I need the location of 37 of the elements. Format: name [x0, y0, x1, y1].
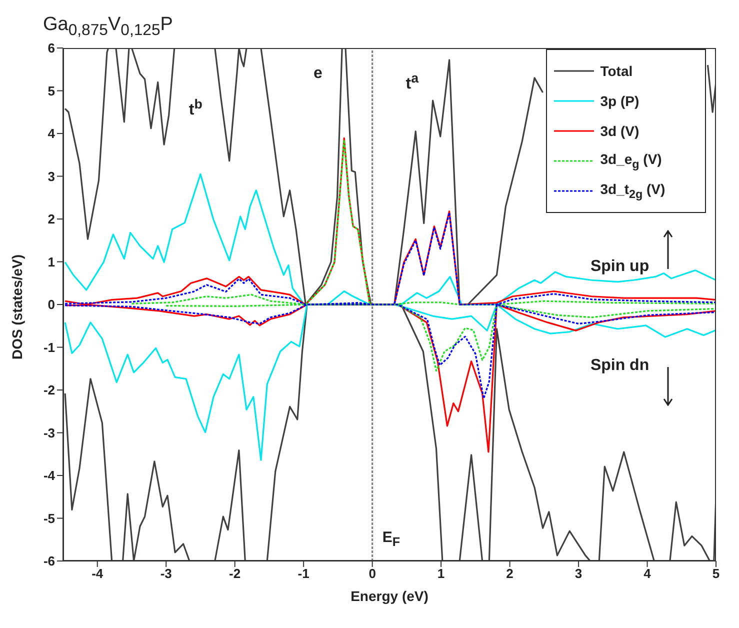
- x-tick-label: 0: [368, 566, 376, 582]
- annotation: t$^{a}$: [406, 70, 419, 94]
- legend-label: 3p (P): [600, 93, 640, 109]
- x-tick-label: -3: [160, 566, 172, 582]
- annotation: Spin up: [590, 258, 650, 276]
- x-tick-label: -4: [92, 566, 104, 582]
- x-tick-label: 3: [574, 566, 582, 582]
- annotation: Spin dn: [590, 357, 650, 376]
- y-tick-label: 5: [48, 83, 55, 98]
- y-tick-label: 3: [48, 168, 55, 184]
- x-tick-label: -1: [298, 566, 310, 582]
- y-tick-label: -5: [43, 510, 55, 526]
- x-tick-label: 5: [712, 566, 720, 582]
- legend-label: 3d (V): [600, 123, 640, 139]
- y-tick-label: -4: [43, 468, 56, 484]
- annotation: e: [314, 64, 322, 83]
- y-tick-label: -6: [43, 554, 55, 569]
- y-tick-label: 0: [48, 297, 55, 312]
- legend-label: Total: [600, 63, 633, 79]
- y-tick-label: -1: [43, 340, 55, 355]
- y-tick-label: -2: [43, 382, 55, 398]
- y-tick-label: 6: [48, 40, 55, 56]
- x-tick-label: 1: [437, 566, 445, 582]
- annotation: t$^{b}$: [188, 96, 202, 120]
- x-axis-title: Energy (eV): [350, 588, 428, 604]
- x-tick-label: 4: [644, 566, 652, 582]
- x-tick-label: 2: [506, 566, 514, 582]
- legend-label: 3d_e$_{g}$ (V): [600, 151, 662, 171]
- y-tick-label: 1: [48, 254, 55, 270]
- ref-line-label: E$_{F}$: [382, 529, 400, 549]
- y-tick-label: 4: [48, 126, 56, 142]
- y-tick-label: -3: [43, 425, 55, 440]
- chart-title: Ga$_{0,875}$V$_{0,125}$P: [43, 14, 173, 40]
- y-tick-label: 2: [48, 212, 55, 227]
- legend-label: 3d_t$_{2g}$ (V): [600, 181, 666, 201]
- y-axis-title: DOS (states/eV): [8, 254, 25, 360]
- x-tick-label: -2: [229, 566, 241, 582]
